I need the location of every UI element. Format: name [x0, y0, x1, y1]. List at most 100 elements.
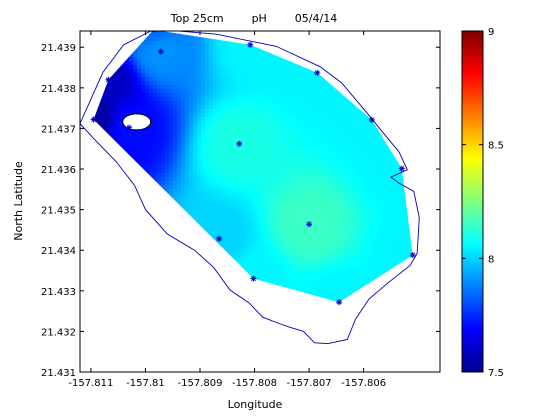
heatmap-cell — [249, 177, 254, 182]
heatmap-cell — [269, 129, 274, 134]
heatmap-cell — [253, 233, 258, 238]
heatmap-cell — [153, 109, 158, 114]
heatmap-cell — [237, 201, 242, 206]
heatmap-cell — [205, 81, 210, 86]
heatmap-cell — [149, 101, 154, 106]
heatmap-cell — [301, 173, 306, 178]
heatmap-cell — [317, 169, 322, 174]
heatmap-cell — [365, 257, 370, 262]
heatmap-cell — [265, 189, 270, 194]
heatmap-cell — [253, 97, 258, 102]
heatmap-cell — [373, 153, 378, 158]
heatmap-cell — [241, 165, 246, 170]
heatmap-cell — [325, 269, 330, 274]
heatmap-cell — [273, 189, 278, 194]
heatmap-cell — [169, 57, 174, 62]
heatmap-cell — [201, 65, 206, 70]
heatmap-cell — [237, 97, 242, 102]
heatmap-cell — [205, 41, 210, 46]
heatmap-cell — [393, 233, 398, 238]
heatmap-cell — [157, 133, 162, 138]
heatmap-cell — [169, 121, 174, 126]
heatmap-cell — [273, 53, 278, 58]
heatmap-cell — [173, 53, 178, 58]
heatmap-cell — [201, 145, 206, 150]
heatmap-cell — [241, 241, 246, 246]
heatmap-cell — [385, 209, 390, 214]
heatmap-cell — [189, 69, 194, 74]
heatmap-cell — [221, 245, 226, 250]
heatmap-cell — [229, 181, 234, 186]
heatmap-cell — [321, 93, 326, 98]
heatmap-cell — [293, 245, 298, 250]
heatmap-cell — [265, 89, 270, 94]
heatmap-cell — [353, 201, 358, 206]
heatmap-cell — [181, 33, 186, 38]
heatmap-cell — [385, 265, 390, 270]
heatmap-cell — [361, 237, 366, 242]
heatmap-cell — [149, 153, 154, 158]
heatmap-cell — [357, 129, 362, 134]
heatmap-cell — [265, 193, 270, 198]
heatmap-cell — [381, 149, 386, 154]
heatmap-cell — [201, 177, 206, 182]
heatmap-cell — [353, 221, 358, 226]
heatmap-cell — [269, 137, 274, 142]
heatmap-cell — [349, 125, 354, 130]
heatmap-cell — [161, 181, 166, 186]
heatmap-cell — [261, 61, 266, 66]
heatmap-cell — [385, 189, 390, 194]
heatmap-cell — [269, 233, 274, 238]
heatmap-cell — [357, 169, 362, 174]
heatmap-cell — [301, 209, 306, 214]
heatmap-cell — [325, 265, 330, 270]
heatmap-cell — [185, 65, 190, 70]
heatmap-cell — [357, 229, 362, 234]
heatmap-cell — [209, 217, 214, 222]
heatmap-cell — [289, 105, 294, 110]
heatmap-cell — [277, 105, 282, 110]
heatmap-cell — [189, 177, 194, 182]
heatmap-cell — [309, 157, 314, 162]
heatmap-cell — [169, 145, 174, 150]
heatmap-cell — [165, 45, 170, 50]
heatmap-cell — [357, 141, 362, 146]
heatmap-cell — [317, 137, 322, 142]
heatmap-cell — [325, 133, 330, 138]
heatmap-cell — [329, 233, 334, 238]
heatmap-cell — [265, 101, 270, 106]
heatmap-cell — [321, 101, 326, 106]
heatmap-cell — [277, 65, 282, 70]
heatmap-cell — [197, 181, 202, 186]
heatmap-cell — [225, 129, 230, 134]
heatmap-cell — [401, 233, 406, 238]
heatmap-cell — [233, 89, 238, 94]
heatmap-cell — [277, 237, 282, 242]
heatmap-cell — [273, 185, 278, 190]
heatmap-cell — [213, 69, 218, 74]
heatmap-cell — [181, 141, 186, 146]
heatmap-cell — [309, 133, 314, 138]
heatmap-cell — [137, 69, 142, 74]
heatmap-cell — [313, 89, 318, 94]
heatmap-cell — [245, 269, 250, 274]
heatmap-cell — [333, 169, 338, 174]
heatmap-cell — [125, 133, 130, 138]
heatmap-cell — [281, 141, 286, 146]
heatmap-cell — [309, 261, 314, 266]
heatmap-cell — [317, 77, 322, 82]
heatmap-cell — [177, 65, 182, 70]
heatmap-cell — [225, 229, 230, 234]
heatmap-cell — [197, 101, 202, 106]
heatmap-cell — [309, 237, 314, 242]
heatmap-cell — [185, 45, 190, 50]
heatmap-cell — [121, 141, 126, 146]
heatmap-cell — [249, 129, 254, 134]
heatmap-cell — [357, 177, 362, 182]
heatmap-cell — [197, 173, 202, 178]
heatmap-cell — [305, 125, 310, 130]
heatmap-cell — [301, 253, 306, 258]
heatmap-cell — [245, 97, 250, 102]
heatmap-cell — [177, 97, 182, 102]
heatmap-cell — [149, 113, 154, 118]
